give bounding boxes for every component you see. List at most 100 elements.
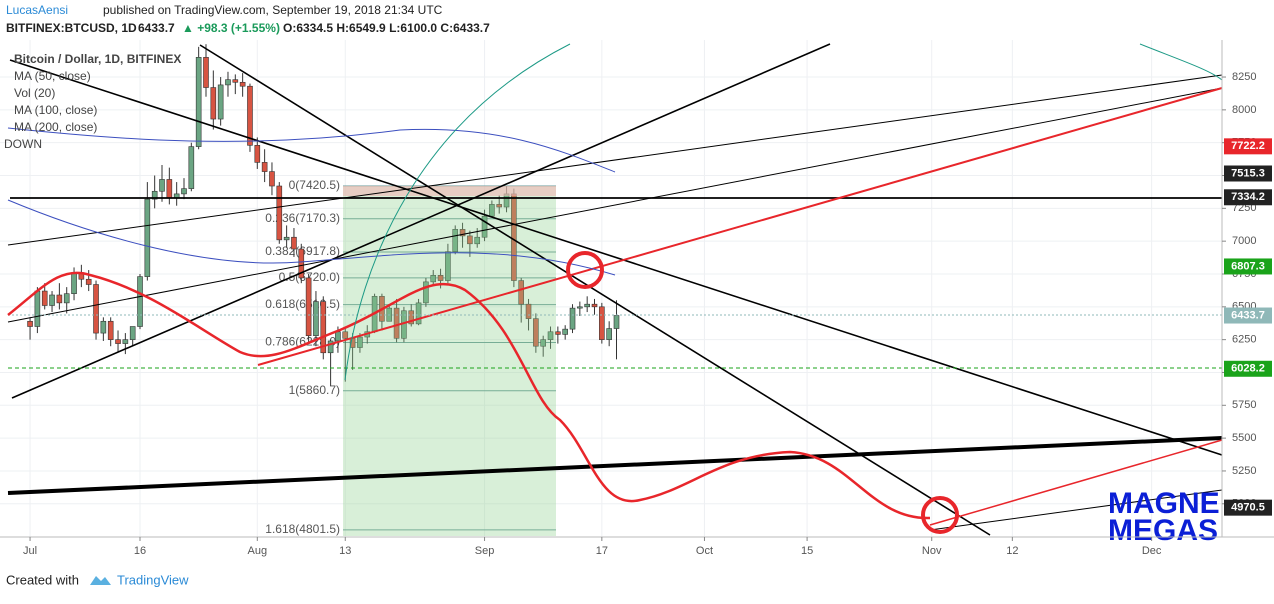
y-tick-label: 5250 bbox=[1232, 465, 1256, 477]
candle-body bbox=[188, 146, 195, 189]
candle-body bbox=[474, 236, 481, 245]
logo bbox=[90, 576, 111, 585]
candle-body bbox=[525, 303, 532, 319]
candle-body bbox=[335, 331, 341, 342]
price-axis bbox=[1222, 40, 1274, 537]
candle-body bbox=[467, 235, 473, 245]
candle-body bbox=[151, 190, 158, 200]
fib-label: 1.618(4801.5) bbox=[265, 522, 340, 536]
candle-body bbox=[41, 290, 48, 306]
candle-body bbox=[415, 302, 422, 325]
red-trend bbox=[257, 87, 1223, 366]
candle-body bbox=[496, 204, 503, 208]
y-tick-label: 7000 bbox=[1232, 235, 1256, 247]
change: ▲ +98.3 (+1.55%) bbox=[182, 21, 280, 35]
candle-body bbox=[547, 331, 554, 340]
candle-body bbox=[393, 307, 400, 339]
y-tick-label: 6250 bbox=[1232, 334, 1256, 346]
candle-body bbox=[437, 275, 444, 281]
plot-area: 0(7420.5)0.236(7170.3)0.382(6917.8)0.5(6… bbox=[0, 40, 1222, 537]
fib-label: 0.5(6720.0) bbox=[279, 270, 340, 284]
range-top bbox=[343, 186, 556, 196]
candle-body bbox=[569, 307, 576, 330]
trend-line bbox=[199, 44, 991, 536]
candle-body bbox=[342, 331, 349, 339]
price-tag bbox=[1224, 499, 1272, 516]
candle-body bbox=[313, 301, 319, 337]
trend-line bbox=[7, 87, 1223, 323]
candle-body bbox=[210, 87, 217, 120]
price-tag-label: 6028.2 bbox=[1231, 363, 1265, 375]
x-tick-label: Jul bbox=[23, 545, 37, 557]
candle-body bbox=[144, 198, 151, 277]
price-tag bbox=[1224, 307, 1272, 324]
candle-body bbox=[540, 339, 546, 347]
footer-text: Created with bbox=[6, 572, 79, 587]
trend-line bbox=[9, 59, 1223, 456]
candle-body bbox=[166, 179, 173, 199]
header-bg bbox=[0, 0, 1274, 40]
annotation: MAGNE bbox=[1108, 487, 1220, 520]
price-tag bbox=[1224, 258, 1272, 275]
trend-line bbox=[11, 43, 831, 399]
candle-body bbox=[430, 275, 437, 283]
legend-item: MA (200, close) bbox=[14, 120, 97, 134]
candle-body bbox=[591, 303, 598, 308]
candle-body bbox=[305, 277, 312, 337]
trend-lines bbox=[7, 43, 1223, 536]
candle-body bbox=[56, 294, 63, 304]
axes: 5000525055005750600062506500675070007250… bbox=[23, 71, 1272, 557]
price-tag-label: 7722.2 bbox=[1231, 140, 1265, 152]
price-tag-label: 6807.3 bbox=[1231, 260, 1265, 272]
candle-body bbox=[481, 215, 488, 238]
x-tick-label: Dec bbox=[1142, 545, 1162, 557]
candle-body bbox=[459, 229, 466, 237]
legend-item: MA (50, close) bbox=[14, 69, 91, 83]
candle-body bbox=[129, 326, 136, 340]
fib-label: 1(5860.7) bbox=[289, 383, 340, 397]
candle-body bbox=[225, 79, 231, 86]
candle-body bbox=[217, 84, 224, 120]
candle-body bbox=[181, 188, 187, 195]
candle-body bbox=[239, 81, 246, 87]
x-tick-label: 16 bbox=[134, 545, 146, 557]
candle-body bbox=[34, 290, 41, 327]
arc bbox=[344, 43, 571, 381]
candle-body bbox=[555, 331, 561, 335]
y-tick-label: 5750 bbox=[1232, 399, 1256, 411]
candle-body bbox=[584, 303, 590, 308]
x-tick-label: 12 bbox=[1006, 545, 1018, 557]
footer-bg bbox=[0, 566, 1274, 599]
candle-body bbox=[63, 293, 70, 304]
candle-body bbox=[613, 315, 620, 329]
annotation: MEGAS bbox=[1108, 514, 1218, 547]
published: published on TradingView.com, September … bbox=[103, 3, 443, 17]
ohlc: O:6334.5 H:6549.9 L:6100.0 C:6433.7 bbox=[283, 21, 490, 35]
candle-body bbox=[254, 145, 261, 163]
candle-body bbox=[261, 162, 268, 172]
candle-body bbox=[327, 340, 334, 354]
symbol: BITFINEX:BTCUSD, 1D bbox=[6, 21, 137, 35]
candle-body bbox=[423, 281, 429, 304]
candle-body bbox=[100, 320, 107, 334]
fib-label: 0.236(7170.3) bbox=[265, 211, 340, 225]
x-tick-label: Oct bbox=[696, 545, 713, 557]
price-tag-label: 7334.2 bbox=[1231, 191, 1265, 203]
candle-body bbox=[247, 85, 253, 146]
footer-brand[interactable]: TradingView bbox=[117, 572, 189, 587]
author: LucasAensi bbox=[6, 3, 68, 17]
price-tag bbox=[1224, 189, 1272, 206]
legend-item: MA (100, close) bbox=[14, 103, 97, 117]
candle-body bbox=[115, 339, 121, 344]
candle-body bbox=[408, 310, 415, 325]
candle-body bbox=[269, 171, 275, 187]
x-tick-label: Nov bbox=[922, 545, 942, 557]
legend-item: Vol (20) bbox=[14, 86, 55, 100]
legend-item: DOWN bbox=[4, 137, 42, 151]
trend-line bbox=[7, 436, 1223, 495]
candle-body bbox=[203, 57, 209, 88]
fib-label: 0.618(6516.5) bbox=[265, 297, 340, 311]
candle-body bbox=[320, 301, 327, 354]
y-tick-label: 8250 bbox=[1232, 71, 1256, 83]
candle-body bbox=[298, 248, 305, 279]
